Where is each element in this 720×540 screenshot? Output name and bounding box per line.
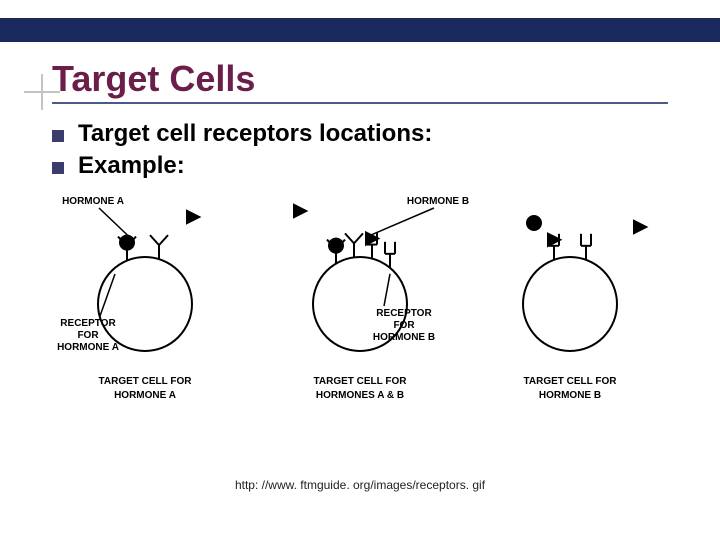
svg-text:RECEPTOR: RECEPTOR xyxy=(376,308,432,319)
svg-text:HORMONE B: HORMONE B xyxy=(407,196,469,207)
top-bar xyxy=(0,18,720,42)
title-underline xyxy=(52,102,668,104)
bullet-text: Example: xyxy=(78,152,185,180)
bullet-list: Target cell receptors locations: Example… xyxy=(52,120,432,184)
slide-title: Target Cells xyxy=(52,58,255,100)
svg-text:TARGET CELL FOR: TARGET CELL FOR xyxy=(314,376,408,387)
svg-text:HORMONE A: HORMONE A xyxy=(62,196,124,207)
bullet-square-icon xyxy=(52,162,64,174)
svg-text:TARGET CELL FOR: TARGET CELL FOR xyxy=(99,376,193,387)
svg-text:HORMONE B: HORMONE B xyxy=(373,332,435,343)
svg-text:RECEPTOR: RECEPTOR xyxy=(60,318,116,329)
bullet-item: Example: xyxy=(52,152,432,180)
svg-text:FOR: FOR xyxy=(393,320,415,331)
svg-text:TARGET CELL FOR: TARGET CELL FOR xyxy=(524,376,618,387)
svg-text:HORMONES A & B: HORMONES A & B xyxy=(316,390,404,401)
svg-text:HORMONE A: HORMONE A xyxy=(57,342,119,353)
receptor-diagram: HORMONE ARECEPTORFORHORMONE ATARGET CELL… xyxy=(40,194,680,424)
footer-url: http: //www. ftmguide. org/images/recept… xyxy=(0,478,720,492)
bullet-text: Target cell receptors locations: xyxy=(78,120,432,148)
svg-text:FOR: FOR xyxy=(77,330,99,341)
svg-text:HORMONE A: HORMONE A xyxy=(114,390,176,401)
bullet-square-icon xyxy=(52,130,64,142)
svg-text:HORMONE B: HORMONE B xyxy=(539,390,601,401)
bullet-item: Target cell receptors locations: xyxy=(52,120,432,148)
